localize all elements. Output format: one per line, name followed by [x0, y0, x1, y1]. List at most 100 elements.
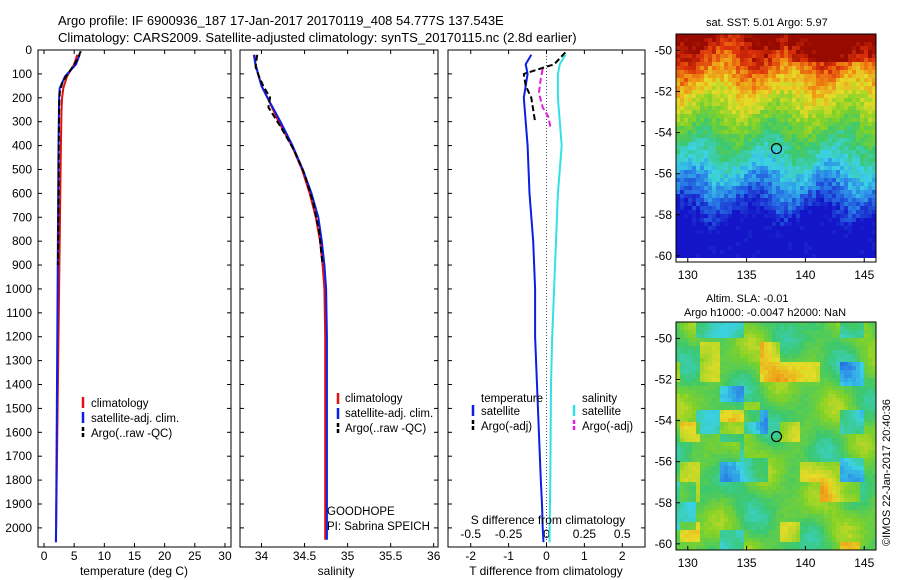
map-cell — [796, 422, 800, 426]
map-cell — [776, 246, 780, 250]
map-cell — [816, 186, 820, 190]
map-cell — [840, 42, 844, 46]
map-cell — [784, 426, 788, 430]
map-cell — [828, 354, 832, 358]
map-cell — [716, 94, 720, 98]
map-cell — [776, 150, 780, 154]
map-cell — [688, 398, 692, 402]
map-cell — [744, 126, 748, 130]
map-cell — [796, 42, 800, 46]
map-cell — [820, 238, 824, 242]
map-cell — [764, 62, 768, 66]
map-cell — [696, 378, 700, 382]
map-cell — [824, 326, 828, 330]
map-cell — [748, 182, 752, 186]
map-cell — [816, 362, 820, 366]
map-cell — [724, 214, 728, 218]
map-cell — [832, 254, 836, 258]
map-cell — [776, 466, 780, 470]
map-cell — [824, 54, 828, 58]
map-cell — [788, 198, 792, 202]
map-cell — [792, 430, 796, 434]
map-cell — [788, 134, 792, 138]
map-cell — [860, 82, 864, 86]
map-cell — [720, 342, 724, 346]
map-cell — [736, 46, 740, 50]
map-cell — [796, 46, 800, 50]
map-cell — [860, 106, 864, 110]
map-cell — [760, 470, 764, 474]
map-cell — [856, 242, 860, 246]
map-cell — [752, 154, 756, 158]
map-cell — [784, 98, 788, 102]
map-cell — [704, 430, 708, 434]
map-cell — [740, 138, 744, 142]
map-cell — [740, 166, 744, 170]
map-cell — [852, 110, 856, 114]
map-cell — [840, 114, 844, 118]
map-cell — [756, 214, 760, 218]
map-cell — [804, 54, 808, 58]
map-cell — [680, 426, 684, 430]
map-cell — [832, 110, 836, 114]
map-cell — [852, 66, 856, 70]
map-cell — [704, 354, 708, 358]
map-cell — [820, 230, 824, 234]
map-cell — [780, 454, 784, 458]
map-cell — [856, 182, 860, 186]
map-cell — [708, 454, 712, 458]
map-cell — [760, 166, 764, 170]
map-cell — [780, 390, 784, 394]
map-cell — [804, 254, 808, 258]
map-cell — [836, 254, 840, 258]
map-cell — [684, 218, 688, 222]
map-cell — [824, 250, 828, 254]
map-cell — [708, 34, 712, 38]
map-cell — [696, 206, 700, 210]
map-cell — [704, 398, 708, 402]
map-cell — [776, 434, 780, 438]
map-cell — [680, 434, 684, 438]
map-cell — [752, 254, 756, 258]
map-cell — [852, 354, 856, 358]
map-cell — [712, 322, 716, 326]
map-cell — [804, 202, 808, 206]
map-cell — [700, 354, 704, 358]
map-cell — [840, 138, 844, 142]
map-cell — [744, 362, 748, 366]
map-cell — [768, 194, 772, 198]
map-cell — [848, 418, 852, 422]
map-cell — [728, 90, 732, 94]
map-cell — [828, 326, 832, 330]
map-cell — [872, 166, 876, 170]
map-cell — [828, 470, 832, 474]
map-cell — [680, 42, 684, 46]
map-cell — [776, 374, 780, 378]
map-cell — [784, 202, 788, 206]
map-cell — [684, 234, 688, 238]
map-cell — [744, 42, 748, 46]
map-cell — [844, 74, 848, 78]
map-cell — [836, 450, 840, 454]
map-cell — [808, 138, 812, 142]
map-cell — [828, 126, 832, 130]
map-cell — [732, 202, 736, 206]
map-cell — [760, 70, 764, 74]
map-cell — [824, 434, 828, 438]
map-cell — [840, 98, 844, 102]
map-cell — [716, 182, 720, 186]
map-cell — [856, 138, 860, 142]
map-cell — [696, 362, 700, 366]
map-cell — [760, 206, 764, 210]
map-cell — [704, 182, 708, 186]
map-cell — [860, 330, 864, 334]
map-cell — [872, 110, 876, 114]
map-cell — [764, 158, 768, 162]
map-cell — [692, 230, 696, 234]
map-cell — [780, 470, 784, 474]
map-cell — [752, 126, 756, 130]
map-cell — [788, 130, 792, 134]
map-cell — [776, 198, 780, 202]
map-cell — [748, 118, 752, 122]
map-cell — [804, 330, 808, 334]
